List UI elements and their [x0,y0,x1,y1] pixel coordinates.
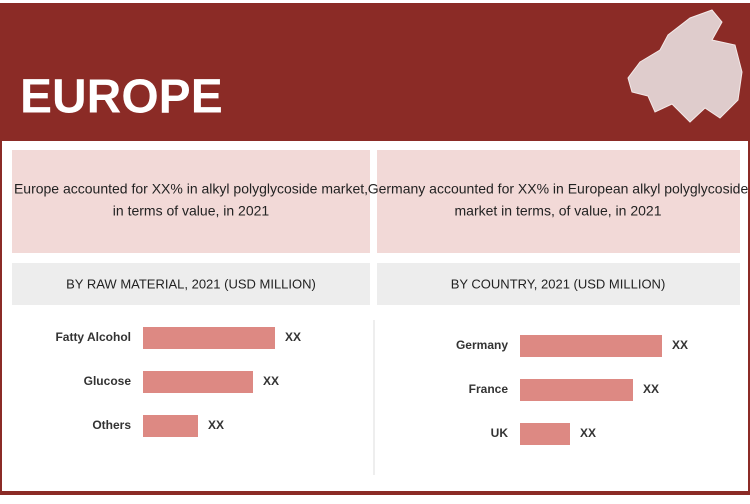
summary-text: in terms of value, in 2021 [113,203,270,219]
value-label: XX [208,418,224,432]
summary-text: market in terms, of value, in 2021 [455,203,662,219]
bar [520,335,662,357]
chart-title-box [377,263,740,305]
summary-text: Germany accounted for XX% in European al… [368,181,749,197]
value-label: XX [285,330,301,344]
bar [143,415,198,437]
category-label: France [469,382,509,396]
value-label: XX [643,382,659,396]
category-label: Fatty Alcohol [55,330,131,344]
category-label: Germany [456,338,508,352]
header-band [0,4,750,141]
category-label: UK [491,426,509,440]
summary-box [12,150,370,253]
category-label: Others [92,418,131,432]
bar [520,379,633,401]
category-label: Glucose [84,374,132,388]
summary-box [377,150,740,253]
header-title: EUROPE [20,71,223,124]
bar [143,371,253,393]
bar [143,327,275,349]
chart-title: BY RAW MATERIAL, 2021 (USD MILLION) [66,276,316,291]
europe-map [627,9,743,123]
summary-text: Europe accounted for XX% in alkyl polygl… [14,181,368,197]
value-label: XX [263,374,279,388]
value-label: XX [580,426,596,440]
value-label: XX [672,338,688,352]
chart-title-box [12,263,370,305]
bar [520,423,570,445]
chart-title: BY COUNTRY, 2021 (USD MILLION) [451,276,666,291]
